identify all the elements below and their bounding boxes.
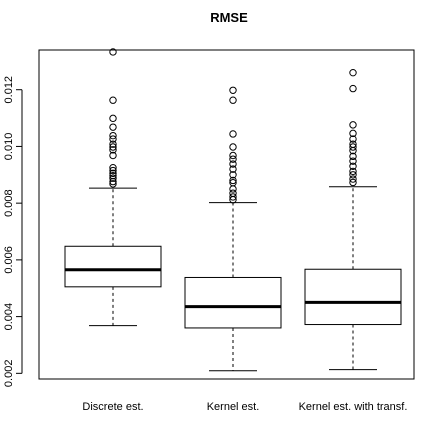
- box-group: [304, 68, 402, 371]
- outlier-point: [229, 165, 237, 173]
- outlier-point: [349, 171, 357, 179]
- outlier-point: [349, 146, 357, 155]
- x-category-label: Discrete est.: [82, 401, 143, 413]
- boxes: [64, 48, 402, 372]
- x-category-label: Kernel est.: [207, 401, 260, 413]
- outlier-point: [229, 193, 237, 201]
- x-axis-labels: Discrete est. Kernel est. Kernel est. with…: [82, 401, 407, 413]
- outlier-point: [349, 143, 357, 151]
- outlier-point: [109, 131, 117, 140]
- y-tick-label: 0.004: [3, 303, 15, 331]
- y-tick-label: 0.006: [3, 246, 15, 274]
- plot-frame: [38, 49, 415, 380]
- outlier-point: [349, 157, 357, 165]
- outlier-point: [229, 96, 237, 104]
- y-tick-label: 0.002: [3, 360, 15, 388]
- outlier-point: [229, 86, 237, 94]
- outlier-point: [109, 174, 117, 182]
- outlier-point: [349, 167, 357, 176]
- outlier-point: [109, 146, 117, 154]
- outlier-point: [109, 48, 117, 56]
- outlier-point: [349, 152, 357, 161]
- outlier-point: [229, 176, 237, 185]
- outlier-point: [229, 160, 237, 168]
- y-axis: 0.002 0.004 0.006 0.008 0.010 0.012: [3, 76, 23, 388]
- outlier-point: [349, 121, 357, 129]
- outlier-point: [349, 135, 357, 143]
- outlier-point: [229, 151, 237, 160]
- y-tick-label: 0.010: [3, 133, 15, 161]
- chart-title: RMSE: [210, 10, 248, 25]
- outlier-point: [229, 196, 237, 204]
- outlier-point: [229, 155, 237, 163]
- outlier-point: [229, 171, 237, 179]
- outlier-point: [109, 140, 117, 148]
- outlier-point: [109, 164, 117, 172]
- outlier-point: [109, 177, 117, 186]
- outlier-point: [229, 143, 237, 151]
- outlier-point: [109, 169, 117, 178]
- outlier-point: [109, 135, 117, 143]
- outlier-point: [229, 130, 237, 138]
- outlier-point: [109, 114, 117, 123]
- outlier-point: [349, 129, 357, 138]
- box-group: [184, 86, 282, 372]
- x-category-label: Kernel est. with transf.: [299, 401, 408, 413]
- outlier-point: [349, 68, 357, 77]
- outlier-point: [109, 96, 117, 104]
- outlier-point: [229, 185, 237, 193]
- outlier-point: [109, 143, 117, 151]
- y-tick-label: 0.008: [3, 189, 15, 217]
- outlier-point: [109, 180, 117, 188]
- y-tick-label: 0.012: [3, 76, 15, 104]
- outlier-point: [109, 151, 117, 160]
- box-iqr: [304, 268, 402, 326]
- outlier-point: [349, 162, 357, 170]
- box-iqr: [64, 245, 162, 288]
- outlier-point: [349, 84, 357, 93]
- outlier-point: [109, 166, 117, 175]
- box-iqr: [184, 276, 282, 329]
- outlier-point: [109, 123, 117, 131]
- outlier-point: [349, 175, 357, 183]
- outlier-point: [349, 178, 357, 187]
- box-group: [64, 48, 162, 327]
